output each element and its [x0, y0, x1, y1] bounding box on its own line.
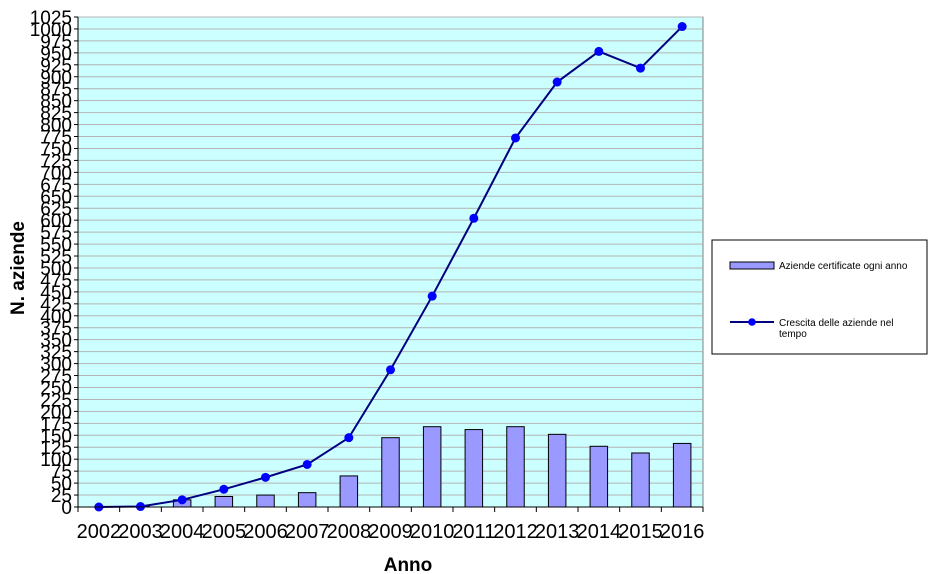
x-tick-label: 2004	[160, 521, 205, 543]
y-tick-label: 750	[40, 139, 72, 160]
y-tick-label: 950	[40, 44, 72, 65]
line-point	[386, 365, 395, 375]
line-point	[219, 484, 229, 494]
bar	[381, 437, 400, 508]
line-point	[677, 22, 687, 32]
bar	[297, 492, 317, 508]
y-tick-label: 900	[40, 68, 72, 89]
y-tick-label: 575	[40, 223, 72, 244]
y-tick-label: 700	[40, 163, 72, 184]
y-tick-label: 1025	[30, 8, 72, 29]
y-tick-label: 675	[40, 175, 72, 196]
legend-bar-label: Aziende certificate ogni anno	[779, 261, 908, 272]
grid-lines	[78, 16, 703, 496]
y-tick-label: 75	[51, 462, 72, 483]
x-axis-title: Anno	[384, 555, 433, 574]
x-tick-label: 2012	[493, 521, 538, 543]
y-tick-label: 50	[51, 474, 72, 495]
y-tick-label: 800	[40, 116, 72, 137]
bar	[464, 429, 484, 508]
legend: Aziende certificate ogni anno Crescita d…	[711, 239, 928, 355]
line-point	[636, 63, 645, 73]
x-tick-label: 2016	[660, 521, 705, 543]
y-tick-label: 225	[40, 390, 72, 411]
line-point	[552, 77, 562, 87]
y-tick-label: 850	[40, 92, 72, 113]
x-tick-label: 2015	[618, 521, 663, 543]
bar	[631, 452, 650, 508]
x-tick-label: 2009	[368, 521, 413, 543]
y-tick-label: 825	[40, 104, 72, 125]
y-tick-label: 550	[40, 235, 72, 256]
y-tick-label: 500	[40, 259, 72, 280]
y-tick-label: 350	[40, 331, 72, 352]
legend-line-label-1: Crescita delle aziende nel	[779, 318, 894, 329]
y-tick-label: 450	[40, 283, 72, 304]
x-tick-label: 2011	[452, 521, 495, 543]
x-tick-label: 2010	[410, 521, 455, 543]
x-tick-label: 2005	[202, 521, 247, 543]
y-tick-label: 150	[40, 426, 72, 447]
y-tick-label: 0	[61, 498, 72, 519]
y-tick-label: 1000	[30, 20, 72, 41]
bar	[214, 495, 234, 508]
legend-bar-swatch	[729, 261, 775, 270]
bar	[672, 442, 692, 508]
x-tick-label: 2008	[327, 521, 372, 543]
line-point	[344, 433, 354, 443]
line-point	[594, 46, 604, 56]
x-tick-label: 2006	[243, 521, 288, 543]
y-tick-label: 600	[40, 211, 72, 232]
line-point	[469, 213, 479, 223]
x-tick-label: 2003	[118, 521, 163, 543]
line-series	[94, 22, 687, 512]
y-tick-label: 425	[40, 295, 72, 316]
y-axis-title: N. aziende	[8, 221, 29, 315]
bar	[256, 494, 275, 508]
y-tick-label: 625	[40, 199, 72, 220]
y-tick-label: 650	[40, 187, 72, 208]
y-tick-label: 400	[40, 307, 72, 328]
y-tick-label: 525	[40, 247, 72, 268]
y-tick-label: 200	[40, 402, 72, 423]
bar	[422, 426, 442, 508]
legend-box	[711, 239, 928, 355]
y-tick-label: 125	[40, 438, 72, 459]
y-tick-label: 775	[40, 128, 72, 149]
y-tick-label: 725	[40, 151, 72, 172]
bar	[547, 433, 567, 508]
x-tick-labels: 2002200320042005200620072008200920102011…	[77, 521, 705, 543]
legend-line-marker	[748, 318, 756, 326]
x-tick-label: 2013	[535, 521, 580, 543]
y-tick-label: 25	[51, 486, 72, 507]
line-point	[427, 291, 437, 301]
axes	[74, 16, 704, 512]
y-tick-labels: 0255075100125150175200225250275300325350…	[30, 8, 72, 519]
y-tick-label: 250	[40, 378, 72, 399]
y-tick-label: 175	[40, 414, 72, 435]
y-tick-label: 100	[40, 450, 72, 471]
y-tick-label: 300	[40, 355, 72, 376]
bar	[506, 426, 525, 508]
y-tick-label: 325	[40, 343, 72, 364]
x-tick-label: 2002	[77, 521, 122, 543]
line-point	[261, 472, 270, 482]
line-point	[511, 133, 520, 143]
y-tick-label: 975	[40, 32, 72, 53]
bar	[339, 475, 359, 508]
line-point	[177, 495, 187, 505]
legend-line-label-2: tempo	[779, 329, 807, 340]
y-tick-label: 925	[40, 56, 72, 77]
line-point	[302, 459, 312, 469]
bar	[589, 445, 609, 508]
y-tick-label: 375	[40, 319, 72, 340]
x-tick-label: 2007	[285, 521, 330, 543]
y-tick-label: 875	[40, 80, 72, 101]
y-tick-label: 475	[40, 271, 72, 292]
x-tick-label: 2014	[577, 521, 622, 543]
plot-background	[77, 16, 704, 508]
y-tick-label: 275	[40, 367, 72, 388]
